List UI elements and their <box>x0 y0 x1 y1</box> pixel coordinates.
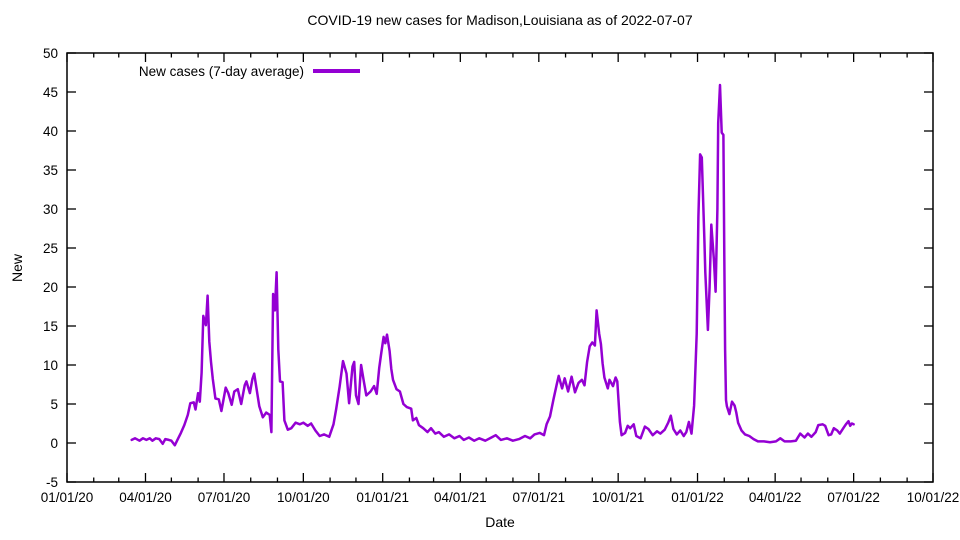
y-tick-label: 20 <box>43 280 58 295</box>
x-tick-label: 04/01/21 <box>434 490 487 505</box>
legend-entry-label: New cases (7-day average) <box>138 63 304 79</box>
legend-line-sample <box>313 69 360 73</box>
plot-border <box>66 52 934 483</box>
y-tick-label: 30 <box>43 202 58 217</box>
y-tick-label: 5 <box>50 397 58 412</box>
y-tick-label: 10 <box>43 358 58 373</box>
y-tick-label: 15 <box>43 319 58 334</box>
x-tick-label: 07/01/22 <box>827 490 880 505</box>
x-tick-label: 04/01/22 <box>749 490 802 505</box>
y-tick-label: 0 <box>50 436 58 451</box>
x-tick-label: 10/01/20 <box>277 490 330 505</box>
x-tick-label: 10/01/21 <box>592 490 645 505</box>
x-tick-label: 01/01/22 <box>671 490 724 505</box>
y-tick-label: 25 <box>43 241 58 256</box>
chart-title: COVID-19 new cases for Madison,Louisiana… <box>307 12 693 28</box>
x-tick-label: 01/01/21 <box>356 490 409 505</box>
x-tick-label: 07/01/21 <box>513 490 566 505</box>
y-tick-label: 45 <box>43 85 58 100</box>
y-tick-label: 50 <box>43 46 58 61</box>
x-tick-label: 10/01/22 <box>907 490 960 505</box>
legend: New cases (7-day average) <box>112 63 360 79</box>
x-axis-label: Date <box>485 514 515 530</box>
x-tick-label: 01/01/20 <box>41 490 94 505</box>
x-tick-label: 04/01/20 <box>119 490 172 505</box>
y-tick-label: 40 <box>43 124 58 139</box>
x-tick-label: 07/01/20 <box>198 490 251 505</box>
y-tick-label: -5 <box>46 475 58 490</box>
y-tick-label: 35 <box>43 163 58 178</box>
cases-line <box>130 83 855 447</box>
